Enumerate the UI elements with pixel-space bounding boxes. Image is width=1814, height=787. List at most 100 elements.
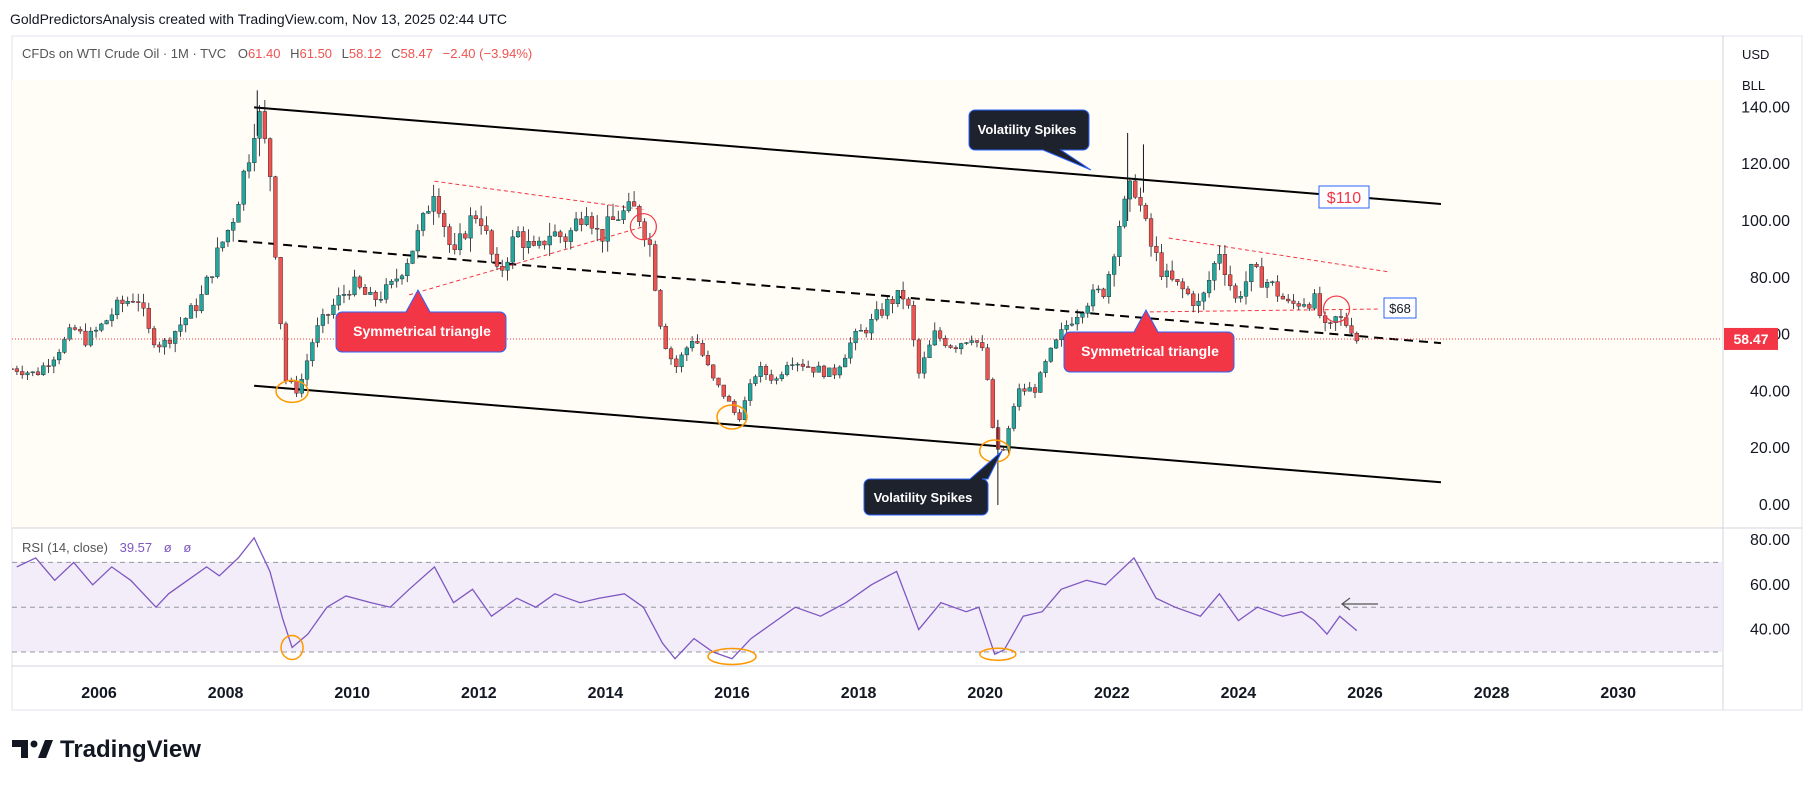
candle-body xyxy=(1185,288,1191,295)
candle-body xyxy=(853,331,858,344)
candle-body xyxy=(890,299,895,304)
candle-body xyxy=(927,344,932,358)
candle-body xyxy=(985,347,990,380)
candle-body xyxy=(1270,281,1275,283)
candle-body xyxy=(1154,246,1159,253)
candle-body xyxy=(236,203,241,223)
candle-body xyxy=(1222,254,1227,275)
candle-body xyxy=(1122,198,1127,227)
candle-body xyxy=(1238,296,1243,299)
candle-body xyxy=(252,138,257,163)
unit-button[interactable]: BLL xyxy=(1742,78,1765,93)
candle-body xyxy=(969,340,974,343)
candle-body xyxy=(674,358,679,368)
breakout-circle xyxy=(1322,295,1351,323)
rsi-line xyxy=(16,536,1358,660)
candle-body xyxy=(1032,387,1038,393)
candle-body xyxy=(1280,295,1286,300)
candle-body xyxy=(510,236,515,263)
rsi-tick-label: 80.00 xyxy=(1750,532,1790,549)
candle-body xyxy=(795,363,800,366)
candle-body xyxy=(67,327,72,340)
candle-body xyxy=(1085,305,1090,314)
candle-body xyxy=(72,327,78,330)
candle-body xyxy=(1259,266,1264,288)
candle-body xyxy=(1117,226,1122,257)
candle-body xyxy=(246,162,252,172)
triangle-label-right: Symmetrical triangle xyxy=(1063,308,1235,373)
currency-button[interactable]: USD xyxy=(1742,47,1769,62)
candle-body xyxy=(1001,449,1006,451)
candle-body xyxy=(278,256,283,325)
candle-body xyxy=(299,379,304,394)
candle-body xyxy=(763,366,769,375)
candle-body xyxy=(341,294,347,296)
candle-body xyxy=(151,328,157,346)
candle-body xyxy=(542,240,547,246)
candle-body xyxy=(1175,279,1180,283)
candle-body xyxy=(800,363,805,367)
candle-body xyxy=(906,298,911,306)
candle-body xyxy=(811,366,816,373)
rsi-low-marker-ellipse xyxy=(979,647,1017,661)
candle-body xyxy=(389,280,394,285)
triangle-line xyxy=(1168,237,1391,273)
candle-body xyxy=(1249,264,1254,282)
last-price-tag: 58.47 xyxy=(1724,327,1778,350)
candle-body xyxy=(668,348,674,360)
candle-body xyxy=(442,213,447,227)
time-tick-label: 2006 xyxy=(81,685,117,702)
candle-body xyxy=(932,330,937,346)
time-tick-label: 2016 xyxy=(714,685,750,702)
candle-body xyxy=(1059,329,1064,341)
candle-body xyxy=(621,210,626,220)
price-tick-label: 100.00 xyxy=(1741,213,1790,230)
candle-body xyxy=(1143,204,1148,219)
candle-body xyxy=(1138,197,1143,206)
low-marker-ellipse xyxy=(716,404,748,430)
candle-body xyxy=(463,233,468,239)
candle-body xyxy=(869,319,874,334)
rsi-arrow-icon xyxy=(1341,597,1378,611)
candle-body xyxy=(347,294,352,296)
candle-body xyxy=(331,304,336,315)
candle-body xyxy=(726,396,732,402)
candle-body xyxy=(62,338,67,353)
candle-body xyxy=(178,324,183,332)
time-tick-label: 2030 xyxy=(1600,685,1636,702)
candle-body xyxy=(700,342,705,356)
candle-body xyxy=(362,287,368,295)
triangle-line xyxy=(434,180,644,211)
candle-body xyxy=(568,230,573,242)
candle-body xyxy=(959,343,964,350)
candle-body xyxy=(642,221,647,241)
candle-body xyxy=(980,342,985,349)
candle-body xyxy=(916,339,922,374)
candle-body xyxy=(821,365,827,377)
high-value: 61.50 xyxy=(300,46,333,61)
candle-body xyxy=(51,359,56,367)
candle-body xyxy=(452,244,457,250)
candle-body xyxy=(57,352,62,361)
candle-body xyxy=(679,354,684,368)
channel-upper-line xyxy=(254,106,1442,205)
candle-body xyxy=(1180,281,1185,290)
candle-body xyxy=(1338,316,1344,318)
candle-body xyxy=(30,371,35,374)
candle-body xyxy=(136,301,141,303)
time-tick-label: 2020 xyxy=(967,685,1003,702)
candle-body xyxy=(684,347,689,356)
candle-body xyxy=(573,218,579,231)
candle-body xyxy=(273,176,278,258)
candle-body xyxy=(1243,281,1249,297)
logo-text: TradingView xyxy=(60,736,201,763)
candle-body xyxy=(1191,293,1196,306)
candle-body xyxy=(631,201,637,207)
candle-body xyxy=(974,340,980,343)
candle-body xyxy=(93,329,99,332)
rsi-name: RSI (14, close) xyxy=(22,540,108,555)
candle-body xyxy=(600,229,605,242)
candle-body xyxy=(874,309,879,320)
ohlc-legend: CFDs on WTI Crude Oil · 1M · TVC O61.40 … xyxy=(22,46,532,61)
candle-body xyxy=(647,239,653,245)
